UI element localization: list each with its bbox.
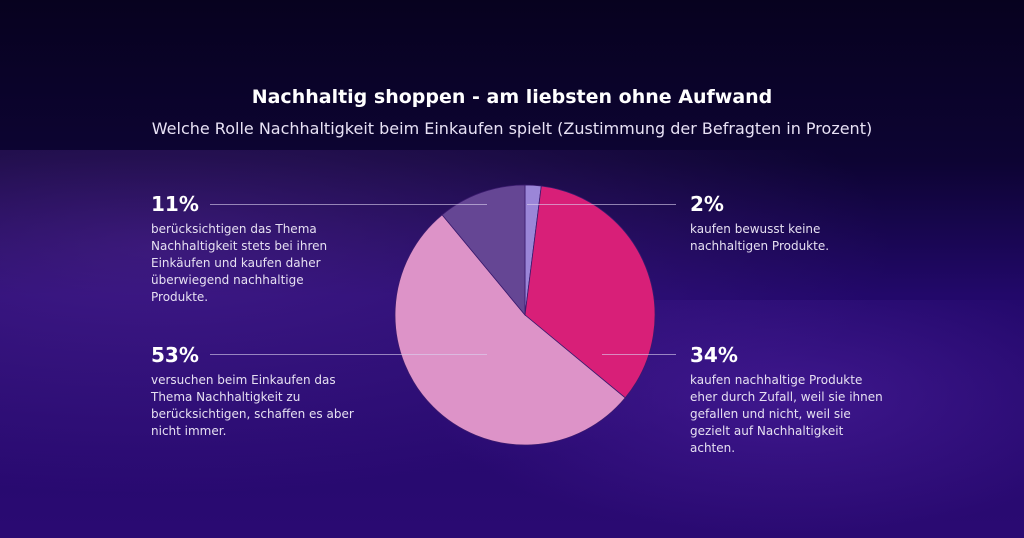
leader-line-34: [602, 354, 676, 355]
chart-subtitle: Welche Rolle Nachhaltigkeit beim Einkauf…: [151, 119, 873, 138]
label-53-text: versuchen beim Einkaufen das Thema Nachh…: [151, 373, 354, 438]
pie-slice-53: [394, 214, 626, 446]
leader-line-2: [527, 204, 676, 205]
pie-slice-34: [524, 185, 656, 399]
chart-title: Nachhaltig shoppen - am liebsten ohne Au…: [251, 86, 773, 108]
label-2-pct: 2%: [690, 192, 724, 216]
leader-line-11: [210, 204, 487, 205]
label-34-pct: 34%: [690, 343, 738, 367]
label-11-text: berücksichtigen das Thema Nachhaltigkeit…: [151, 222, 328, 304]
leader-line-53: [210, 354, 487, 355]
pie-slice-11: [441, 184, 526, 317]
label-2-text: kaufen bewusst keine nachhaltigen Produk…: [690, 222, 830, 253]
label-11-pct: 11%: [151, 192, 199, 216]
label-53-pct: 53%: [151, 343, 199, 367]
label-34-text: kaufen nachhaltige Produkte eher durch Z…: [690, 373, 883, 455]
